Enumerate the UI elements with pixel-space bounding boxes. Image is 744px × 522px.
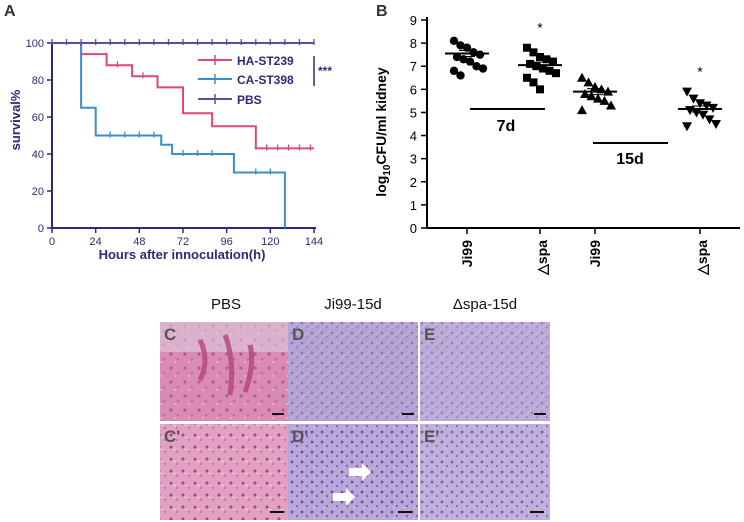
data-point: [682, 122, 692, 131]
panel-b-letter: B: [376, 3, 388, 20]
scale-bar-c: [272, 413, 284, 415]
scale-bar-e: [534, 413, 546, 415]
histo-letter-d-prime: D': [292, 427, 308, 446]
legend-label-ca-st398: CA-ST398: [237, 73, 294, 87]
scale-bar-d-prime: [398, 511, 412, 513]
histo-letter-e: E: [424, 325, 435, 344]
y-tick-label: 0: [410, 221, 417, 236]
histo-panel-d-prime: D': [288, 424, 418, 520]
legend-label-ha-st239: HA-ST239: [237, 54, 294, 68]
panel-a: A survival% Hours after innoculation(h) …: [4, 3, 332, 262]
x-tick-label: 0: [49, 236, 55, 248]
data-point: [476, 50, 484, 58]
histo-panel-d: D: [288, 322, 418, 421]
legend-item-ha-st239: HA-ST239: [198, 54, 294, 68]
x-tick-label: 24: [90, 236, 102, 248]
scale-bar-c-prime: [270, 511, 284, 513]
histo-panel-e: E: [420, 322, 550, 421]
panel-a-significance: ***: [318, 64, 332, 78]
panel-a-letter: A: [4, 3, 16, 20]
panel-a-x-ticks: 0 24 48 72 96 120 144: [49, 228, 323, 248]
panel-b-y-ticks: 0 1 2 3 4 5 6 7 8 9: [410, 13, 427, 236]
panel-a-legend: HA-ST239 CA-ST398 PBS ***: [198, 54, 332, 107]
histo-panel-c: C: [160, 322, 290, 421]
y-tick-label: 40: [32, 149, 44, 161]
x-tick-label: 72: [177, 236, 189, 248]
data-point: [577, 73, 587, 82]
panel-b-ylabel: log10CFU/ml kidney: [373, 67, 393, 197]
panel-a-y-ticks: 0 20 40 60 80 100: [26, 38, 52, 235]
y-tick-label: 3: [410, 152, 417, 167]
significance-star: *: [697, 64, 703, 80]
y-tick-label: 5: [410, 105, 417, 120]
histo-letter-d: D: [292, 325, 304, 344]
significance-star: *: [537, 20, 543, 36]
data-point: [456, 71, 464, 79]
y-tick-label: 6: [410, 82, 417, 97]
x-category-dspa-15d: △spa: [694, 240, 710, 276]
y-tick-label: 60: [32, 112, 44, 124]
y-tick-label: 9: [410, 13, 417, 28]
histo-letter-e-prime: E': [424, 427, 439, 446]
x-tick-label: 144: [305, 236, 323, 248]
data-point: [711, 120, 721, 129]
histo-e-overlay: [420, 322, 550, 421]
y-tick-label: 20: [32, 186, 44, 198]
y-tick-label: 2: [410, 175, 417, 190]
y-tick-label: 8: [410, 36, 417, 51]
panel-b: B log10CFU/ml kidney 0123456789 ** 7d 15…: [373, 3, 740, 276]
data-point: [580, 89, 590, 98]
data-point: [530, 78, 538, 86]
data-point: [536, 85, 544, 93]
y-tick-label: 80: [32, 75, 44, 87]
y-tick-label: 100: [26, 38, 44, 50]
scale-bar-d: [402, 413, 414, 415]
group-label-15d: 15d: [616, 151, 644, 168]
y-tick-label: 1: [410, 198, 417, 213]
histo-title-pbs: PBS: [211, 296, 241, 313]
legend-item-ca-st398: CA-ST398: [198, 73, 294, 87]
x-category-dspa-7d: △spa: [534, 240, 550, 276]
histo-panel-c-prime: C': [160, 424, 290, 520]
group-label-7d: 7d: [497, 118, 516, 135]
histo-d-overlay: [288, 322, 418, 421]
histo-letter-c: C: [164, 325, 176, 344]
histo-panel-e-prime: E': [420, 424, 550, 520]
y-tick-label: 4: [410, 129, 417, 144]
histo-e-prime-overlay: [420, 424, 550, 520]
legend-label-pbs: PBS: [237, 93, 262, 107]
curve-ca-st398: [52, 43, 285, 228]
data-point: [577, 105, 587, 114]
data-point: [479, 64, 487, 72]
histology-panels: PBS Ji99-15d Δspa-15d C D E C': [160, 296, 550, 520]
x-tick-label: 48: [133, 236, 145, 248]
y-tick-label: 0: [38, 223, 44, 235]
y-tick-label: 7: [410, 59, 417, 74]
histo-letter-c-prime: C': [164, 427, 180, 446]
scale-bar-e-prime: [530, 511, 544, 513]
panel-b-points: **: [445, 20, 722, 132]
data-point: [552, 69, 560, 77]
panel-b-x-categories: Ji99 △spa Ji99 △spa: [459, 240, 710, 276]
legend-item-pbs: PBS: [198, 93, 262, 107]
histo-title-dspa-15d: Δspa-15d: [453, 296, 517, 313]
x-tick-label: 120: [261, 236, 279, 248]
x-tick-label: 96: [221, 236, 233, 248]
histo-title-ji99-15d: Ji99-15d: [324, 296, 382, 313]
x-category-ji99-7d: Ji99: [459, 240, 475, 267]
panel-a-ylabel: survival%: [8, 89, 23, 150]
x-category-ji99-15d: Ji99: [587, 240, 603, 267]
panel-a-xlabel: Hours after innoculation(h): [99, 247, 266, 262]
